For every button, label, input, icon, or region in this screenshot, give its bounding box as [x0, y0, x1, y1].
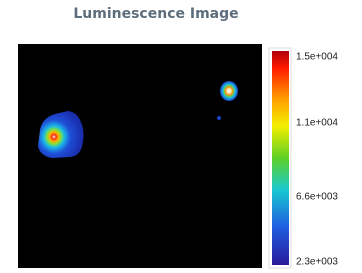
- colorbar-label: 6.6e+003: [296, 192, 338, 203]
- colorbar-label: 1.5e+004: [296, 52, 338, 63]
- luminescence-view: Luminescence Image 1.5e+004 1.1e+004 6.6…: [0, 0, 362, 269]
- colorbar: [272, 51, 289, 265]
- colorbar-label: 1.1e+004: [296, 118, 338, 129]
- signal-spot: [217, 116, 221, 120]
- signal-region: [220, 81, 238, 101]
- title: Luminescence Image: [73, 6, 238, 22]
- colorbar-label: 2.3e+003: [296, 257, 338, 268]
